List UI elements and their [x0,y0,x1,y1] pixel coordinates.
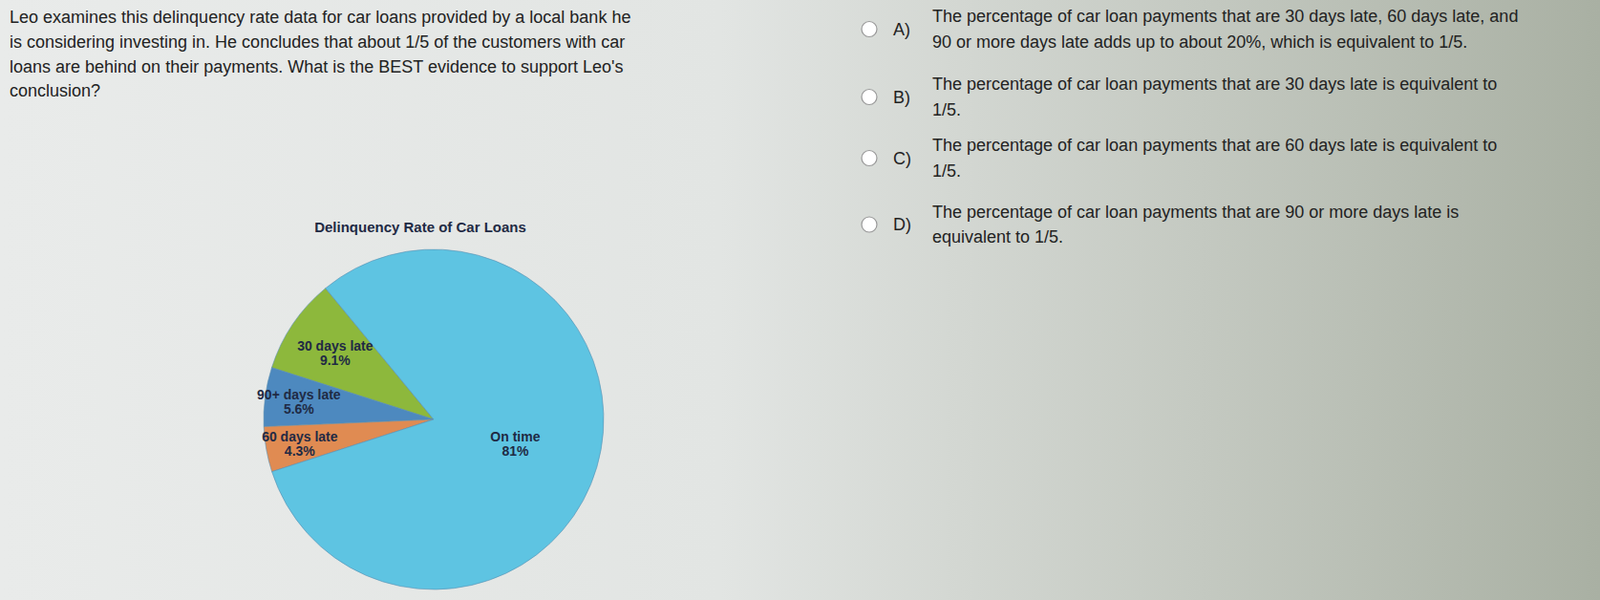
option-text: equivalent to 1/5. [932,227,1064,247]
slice-value: 9.1% [320,352,351,368]
question-line: loans are behind on their payments. What… [9,57,623,77]
slice-label: 90+ days late [256,386,342,403]
chart-title: Delinquency Rate of Car Loans [314,218,527,235]
slice-value: 5.6% [283,401,315,417]
pie-slice [272,249,604,590]
option-text: The percentage of car loan payments that… [932,6,1518,26]
canvas: Leo examines this delinquency rate data … [0,0,1600,600]
question-line: Leo examines this delinquency rate data … [9,7,631,27]
option-text: 90 or more days late adds up to about 20… [932,32,1468,52]
radio-button[interactable] [861,89,877,106]
pie [263,249,604,590]
option-letter: D) [893,214,912,235]
slice-label: 30 days late [297,338,374,354]
slice-value: 81% [501,443,530,459]
option-text: 1/5. [932,161,961,181]
question-line: is considering investing in. He conclude… [9,32,625,52]
slice-label: On time [490,428,540,445]
slice-value: 4.3% [284,443,316,459]
radio-button[interactable] [861,216,877,233]
option-letter: C) [893,149,912,169]
option-text: 1/5. [932,100,961,120]
option-text: The percentage of car loan payments that… [932,74,1497,94]
question-line: conclusion? [9,81,101,101]
page: {"question": ["Leo examines this delinqu… [0,0,1600,600]
radio-button[interactable] [861,150,877,167]
option-letter: B) [893,87,911,107]
option-letter: A) [893,20,911,40]
option-text: The percentage of car loan payments that… [932,202,1459,222]
radio-button[interactable] [861,21,877,38]
slice-label: 60 days late [261,428,339,445]
option-text: The percentage of car loan payments that… [932,135,1497,155]
